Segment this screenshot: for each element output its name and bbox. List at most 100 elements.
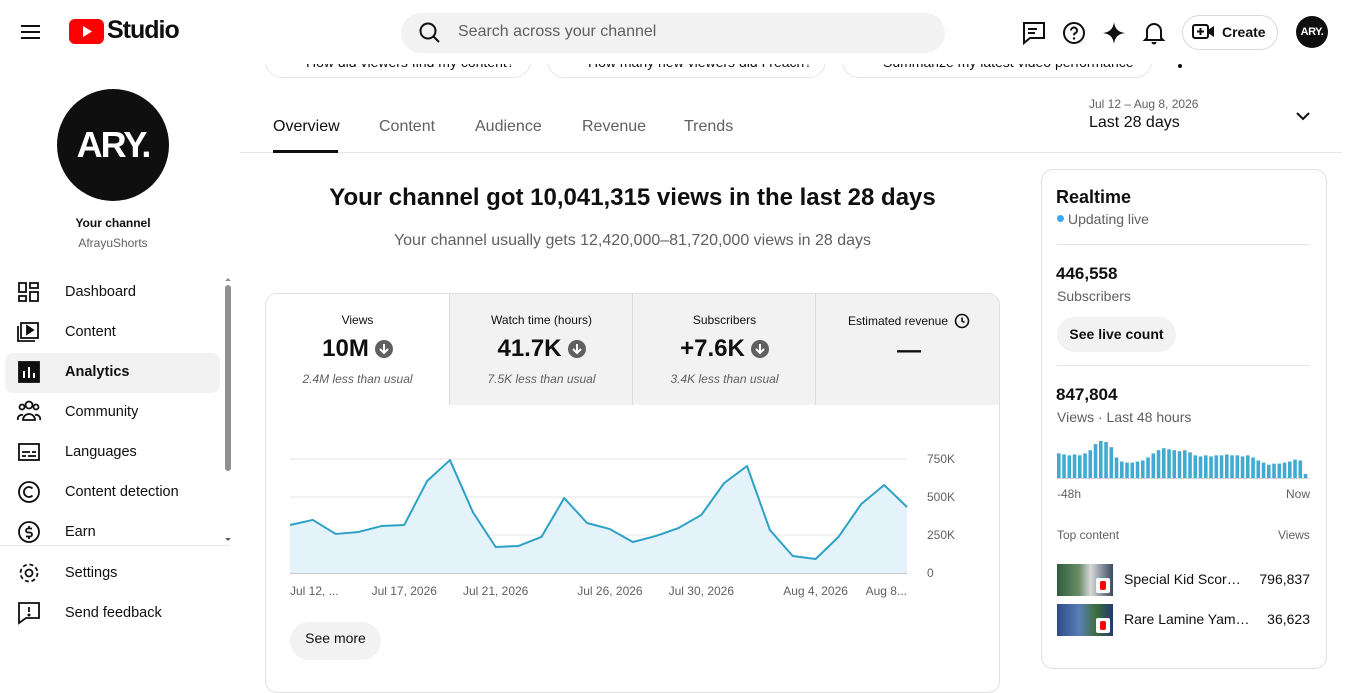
bar <box>1240 456 1245 478</box>
sparkle-icon[interactable] <box>1102 21 1126 45</box>
nav-item[interactable]: Content detection <box>65 484 179 500</box>
divider <box>1057 244 1310 245</box>
community-icon <box>16 400 42 421</box>
bar <box>1172 450 1177 478</box>
top-content-item-title[interactable]: Rare Lamine Yam… <box>1124 611 1250 627</box>
metric-value-row: 41.7K <box>450 335 633 363</box>
down-icon <box>374 340 393 358</box>
shorts-badge <box>1096 578 1110 593</box>
create-icon <box>1192 24 1214 39</box>
metric-note: 7.5K less than usual <box>487 372 596 386</box>
create-button[interactable] <box>1182 15 1278 50</box>
nav-item[interactable]: Dashboard <box>65 284 136 300</box>
content-detection-icon <box>18 481 40 503</box>
channel-avatar[interactable]: ARY. <box>57 89 169 201</box>
bar <box>1282 462 1287 478</box>
nav-item[interactable]: Languages <box>65 444 137 460</box>
analytics-icon <box>18 361 40 383</box>
date-range-chevron[interactable] <box>1295 111 1311 123</box>
top-content-item-title[interactable]: Special Kid Scor… <box>1124 571 1241 587</box>
bar <box>1120 461 1124 478</box>
x-tick-label: Aug 8... <box>866 584 907 598</box>
bar <box>1235 455 1240 478</box>
x-tick-label: Aug 4, 2026 <box>783 584 848 598</box>
bar <box>1214 455 1219 478</box>
nav-item[interactable]: Analytics <box>65 364 130 380</box>
top-content-title: Top content <box>1057 528 1120 542</box>
bar <box>1267 464 1271 478</box>
realtime-views: 847,804 <box>1056 385 1118 404</box>
channel-name: AfrayuShorts <box>78 236 148 250</box>
notifications-icon[interactable] <box>1142 20 1166 46</box>
search-icon <box>419 22 440 43</box>
nav-item[interactable]: Content <box>65 324 116 340</box>
metric-tab[interactable]: Estimated revenue — <box>815 294 999 405</box>
views-chart: 0 250K 500K 750K Jul 12, ... Jul 17, 2026 Jul … <box>289 452 955 598</box>
subscriber-label: Subscribers <box>1057 288 1131 304</box>
metric-tab[interactable]: Views 10M 2.4M less than usual <box>266 294 449 405</box>
bar <box>1261 462 1266 478</box>
bar <box>1146 457 1150 478</box>
more-dot[interactable] <box>1178 64 1182 68</box>
bar <box>1277 463 1282 478</box>
see-more-button[interactable]: See more <box>290 622 381 660</box>
area <box>290 460 907 573</box>
date-range-dates[interactable]: Jul 12 – Aug 8, 2026 <box>1089 97 1199 111</box>
date-range-label[interactable]: Last 28 days <box>1089 114 1180 131</box>
tab[interactable]: Revenue <box>582 118 647 135</box>
bar <box>1225 454 1229 478</box>
nav-item[interactable]: Send feedback <box>65 605 162 621</box>
x-tick-label: Jul 21, 2026 <box>463 584 529 598</box>
bar <box>1125 462 1129 478</box>
channel-label: Your channel <box>75 216 151 230</box>
see-live-count-button[interactable]: See live count <box>1057 317 1176 352</box>
nav-item[interactable]: Earn <box>65 524 96 540</box>
tab[interactable]: Audience <box>475 118 542 135</box>
nav-item[interactable]: Settings <box>65 565 118 581</box>
tab[interactable]: Trends <box>684 118 734 135</box>
top-content-column: Views <box>1278 528 1310 542</box>
realtime-title: Realtime <box>1056 187 1132 207</box>
metric-tab[interactable]: Subscribers +7.6K 3.4K less than usual <box>632 294 816 405</box>
nav-active-bg <box>5 353 220 393</box>
down-icon <box>567 340 586 358</box>
bar <box>1204 455 1208 478</box>
metric-tab[interactable]: Watch time (hours) 41.7K 7.5K less than … <box>449 294 633 405</box>
create-label: Create <box>1222 24 1266 40</box>
metric-value-row: 10M <box>266 335 449 363</box>
realtime-views-label: Views · Last 48 hours <box>1057 409 1192 425</box>
line <box>289 459 908 561</box>
divider <box>1057 365 1310 366</box>
metric-value: +7.6K <box>680 335 745 362</box>
bar <box>1256 460 1261 478</box>
logo-icon[interactable] <box>69 19 104 44</box>
metric-label: Subscribers <box>692 313 757 327</box>
tab[interactable]: Content <box>379 118 436 135</box>
bar <box>1057 453 1061 478</box>
metric-value: — <box>897 337 921 364</box>
bar <box>1303 473 1308 478</box>
bar <box>1062 454 1066 478</box>
scroll-arrows <box>225 278 231 541</box>
nav-item[interactable]: Community <box>65 404 139 420</box>
search-box[interactable] <box>401 13 945 53</box>
bar <box>1109 447 1114 478</box>
x-tick-label: Jul 12, ... <box>290 584 339 598</box>
tab[interactable]: Overview <box>273 118 340 135</box>
dashboard-icon <box>18 282 39 302</box>
logo-text[interactable]: Studio <box>107 16 180 44</box>
metric-note: 2.4M less than usual <box>302 372 413 386</box>
scrollbar[interactable] <box>225 285 231 471</box>
feedback-icon[interactable] <box>1022 21 1046 45</box>
top-content-item-views: 796,837 <box>1259 571 1310 587</box>
help-icon[interactable] <box>1062 21 1086 45</box>
x-tick-label: Jul 26, 2026 <box>577 584 643 598</box>
bar <box>1293 459 1297 478</box>
metric-label: Views <box>341 313 374 327</box>
metric-value-row: +7.6K <box>633 335 816 363</box>
bar <box>1162 448 1166 478</box>
bar <box>1083 453 1087 478</box>
menu-icon[interactable] <box>21 24 41 40</box>
live-dot <box>1057 215 1064 222</box>
account-avatar[interactable]: ARY. <box>1296 16 1328 48</box>
